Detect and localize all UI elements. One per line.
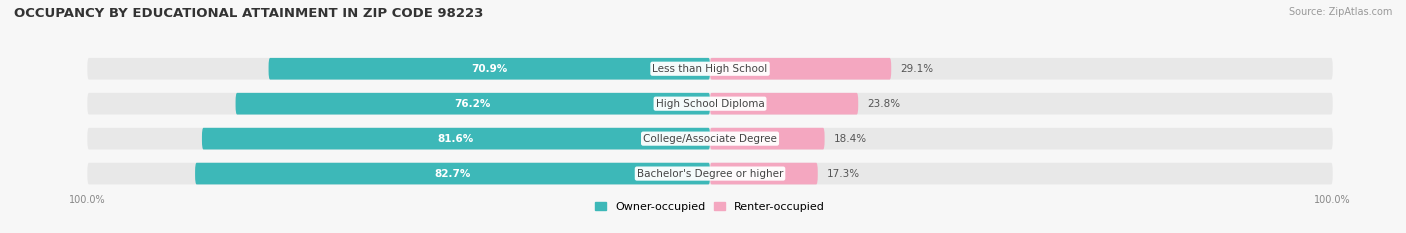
- Text: 76.2%: 76.2%: [454, 99, 491, 109]
- Text: 81.6%: 81.6%: [437, 134, 474, 144]
- Text: College/Associate Degree: College/Associate Degree: [643, 134, 778, 144]
- FancyBboxPatch shape: [236, 93, 710, 115]
- Legend: Owner-occupied, Renter-occupied: Owner-occupied, Renter-occupied: [591, 197, 830, 216]
- FancyBboxPatch shape: [87, 93, 1333, 115]
- FancyBboxPatch shape: [87, 163, 1333, 185]
- FancyBboxPatch shape: [87, 58, 1333, 80]
- Text: Bachelor's Degree or higher: Bachelor's Degree or higher: [637, 169, 783, 178]
- Text: 18.4%: 18.4%: [834, 134, 868, 144]
- Text: Less than High School: Less than High School: [652, 64, 768, 74]
- FancyBboxPatch shape: [710, 128, 824, 150]
- Text: 23.8%: 23.8%: [868, 99, 901, 109]
- Text: 17.3%: 17.3%: [827, 169, 860, 178]
- Text: 82.7%: 82.7%: [434, 169, 471, 178]
- Text: 70.9%: 70.9%: [471, 64, 508, 74]
- Text: 29.1%: 29.1%: [901, 64, 934, 74]
- FancyBboxPatch shape: [269, 58, 710, 80]
- Text: Source: ZipAtlas.com: Source: ZipAtlas.com: [1288, 7, 1392, 17]
- FancyBboxPatch shape: [202, 128, 710, 150]
- FancyBboxPatch shape: [710, 93, 858, 115]
- FancyBboxPatch shape: [195, 163, 710, 185]
- FancyBboxPatch shape: [710, 163, 818, 185]
- Text: OCCUPANCY BY EDUCATIONAL ATTAINMENT IN ZIP CODE 98223: OCCUPANCY BY EDUCATIONAL ATTAINMENT IN Z…: [14, 7, 484, 20]
- FancyBboxPatch shape: [710, 58, 891, 80]
- Text: High School Diploma: High School Diploma: [655, 99, 765, 109]
- FancyBboxPatch shape: [87, 128, 1333, 150]
